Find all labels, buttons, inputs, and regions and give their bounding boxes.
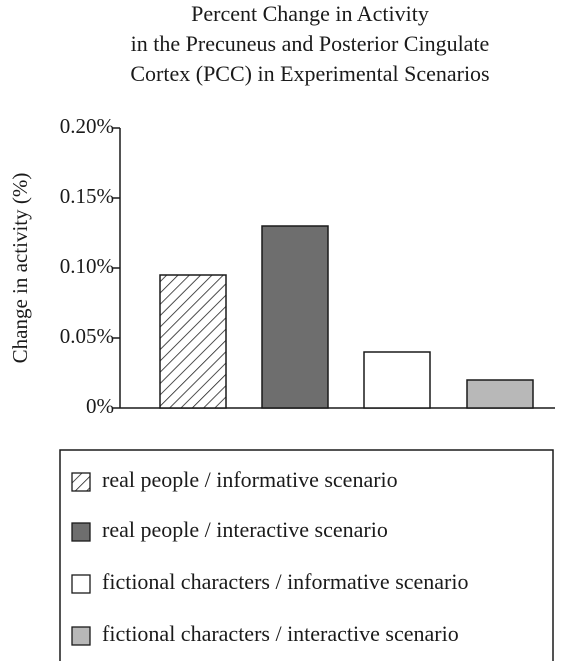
legend-label: fictional characters / interactive scena… xyxy=(102,621,459,646)
y-tick-label: 0.05% xyxy=(60,324,114,348)
y-tick-label: 0.15% xyxy=(60,184,114,208)
legend-box xyxy=(59,449,554,661)
bar xyxy=(466,379,534,409)
bar xyxy=(261,225,329,409)
chart-title: Cortex (PCC) in Experimental Scenarios xyxy=(130,61,489,86)
legend-swatch xyxy=(71,472,91,492)
bar xyxy=(159,274,227,409)
chart-title: in the Precuneus and Posterior Cingulate xyxy=(131,31,490,56)
legend-label: real people / informative scenario xyxy=(102,467,398,492)
y-tick-label: 0% xyxy=(86,394,114,418)
bar xyxy=(363,351,431,409)
chart-title: Percent Change in Activity xyxy=(191,1,429,26)
legend-swatch xyxy=(71,574,91,594)
legend-swatch xyxy=(71,626,91,646)
legend-label: fictional characters / informative scena… xyxy=(102,569,469,594)
legend-swatch xyxy=(71,522,91,542)
y-axis-label: Change in activity (%) xyxy=(8,173,32,364)
y-tick-label: 0.10% xyxy=(60,254,114,278)
y-tick-label: 0.20% xyxy=(60,114,114,138)
legend-label: real people / interactive scenario xyxy=(102,517,388,542)
